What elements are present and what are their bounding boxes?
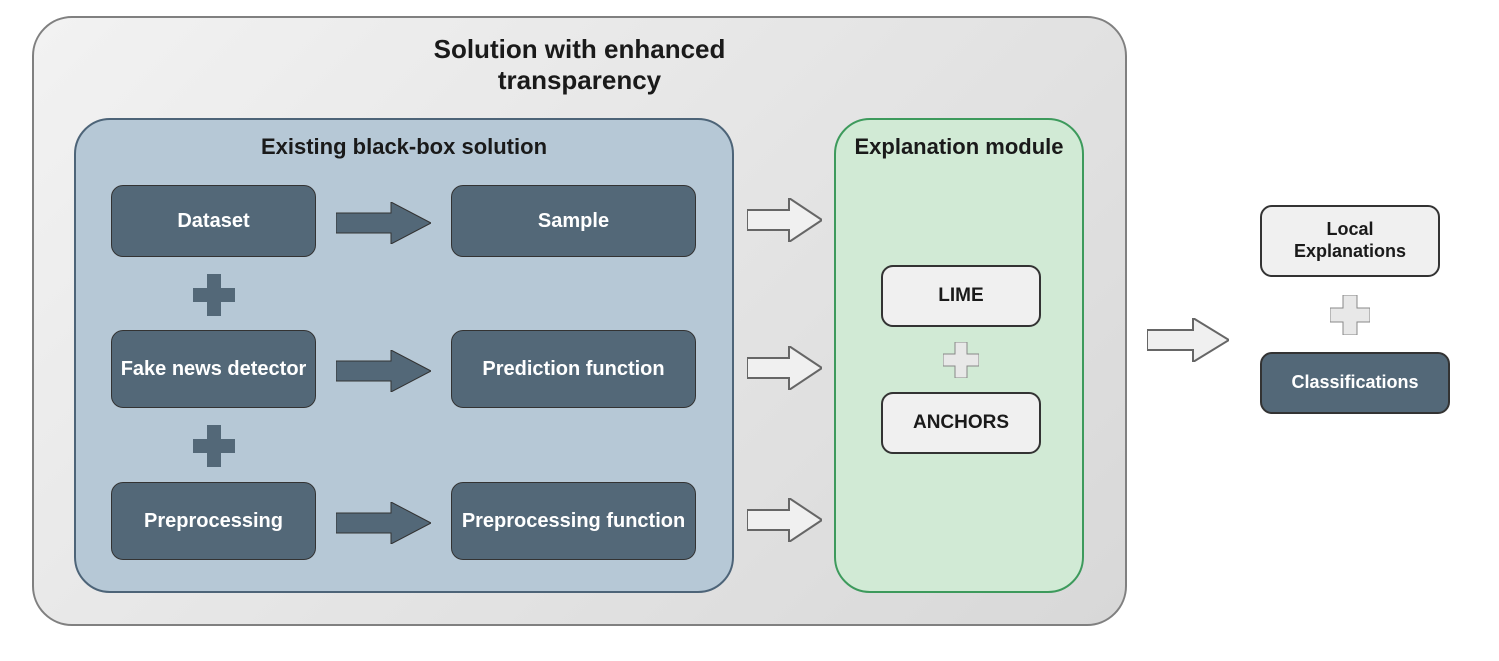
outer-title-line1: Solution with enhanced: [434, 34, 726, 64]
arrow-pre-pre: [336, 502, 431, 544]
arrow-fakenews-prediction: [336, 350, 431, 392]
sample-box: Sample: [451, 185, 696, 257]
fakenews-box: Fake news detector: [111, 330, 316, 408]
arrow-to-output: [1147, 318, 1229, 362]
local-explanations-box: Local Explanations: [1260, 205, 1440, 277]
plus-icon-2: [193, 425, 235, 467]
outer-title-line2: transparency: [498, 65, 661, 95]
blackbox-container: Existing black-box solution Dataset Samp…: [74, 118, 734, 593]
preprocessing-func-box: Preprocessing function: [451, 482, 696, 560]
dataset-box: Dataset: [111, 185, 316, 257]
lime-box: LIME: [881, 265, 1041, 327]
explanation-container: Explanation module LIME ANCHORS: [834, 118, 1084, 593]
plus-icon-output: [1330, 295, 1370, 335]
explanation-title: Explanation module: [836, 134, 1082, 160]
plus-icon-1: [193, 274, 235, 316]
arrow-to-explanation-3: [747, 498, 822, 542]
arrow-to-explanation-1: [747, 198, 822, 242]
outer-container: Solution with enhanced transparency Exis…: [32, 16, 1127, 626]
blackbox-title: Existing black-box solution: [76, 134, 732, 160]
arrow-to-explanation-2: [747, 346, 822, 390]
anchors-box: ANCHORS: [881, 392, 1041, 454]
outer-title: Solution with enhanced transparency: [34, 34, 1125, 96]
preprocessing-box: Preprocessing: [111, 482, 316, 560]
prediction-box: Prediction function: [451, 330, 696, 408]
local-explanations-line2: Explanations: [1294, 241, 1406, 261]
classifications-box: Classifications: [1260, 352, 1450, 414]
arrow-dataset-sample: [336, 202, 431, 244]
plus-icon-explanation: [943, 342, 979, 378]
local-explanations-line1: Local: [1326, 219, 1373, 239]
